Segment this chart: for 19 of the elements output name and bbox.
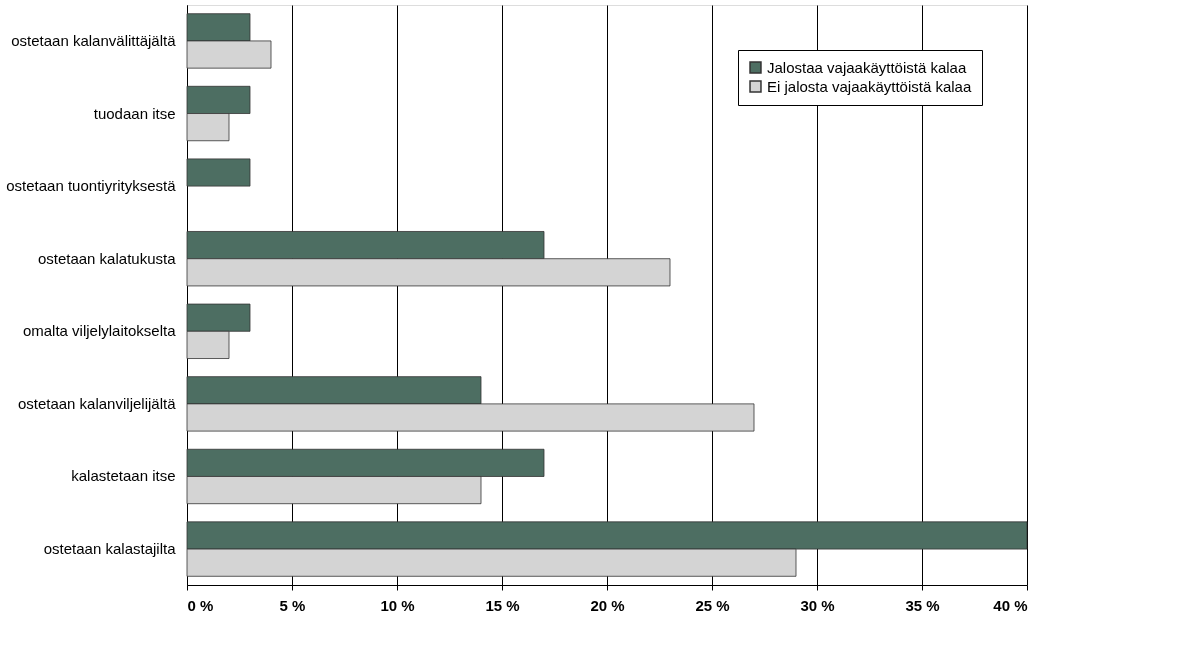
y-tick-label: tuodaan itse [93,104,176,122]
y-tick-label: ostetaan kalastajilta [43,540,177,558]
x-tick-label: 25 % [695,596,730,614]
x-tick-label: 30 % [800,596,835,614]
y-tick-label: ostetaan kalatukusta [37,249,177,267]
x-tick-label: 20 % [590,596,625,614]
x-tick-label: 35 % [905,596,940,614]
x-tick-label: 5 % [279,596,306,614]
legend-label: Ei jalosta vajaakäyttöistä kalaa [767,77,972,95]
y-tick-label: ostetaan kalanvälittäjältä [11,31,177,49]
y-tick-label: kalastetaan itse [71,467,176,485]
y-tick-label: ostetaan kalanviljelijältä [17,394,177,412]
x-tick-label: 10 % [380,596,415,614]
x-tick-label: 15 % [485,596,520,614]
legend-label: Jalostaa vajaakäyttöistä kalaa [767,58,967,76]
x-tick-label: 40 % [993,596,1028,614]
y-tick-label: ostetaan tuontiyrityksestä [6,177,177,195]
y-tick-label: omalta viljelylaitokselta [22,322,177,340]
x-tick-label: 0 % [187,596,214,614]
